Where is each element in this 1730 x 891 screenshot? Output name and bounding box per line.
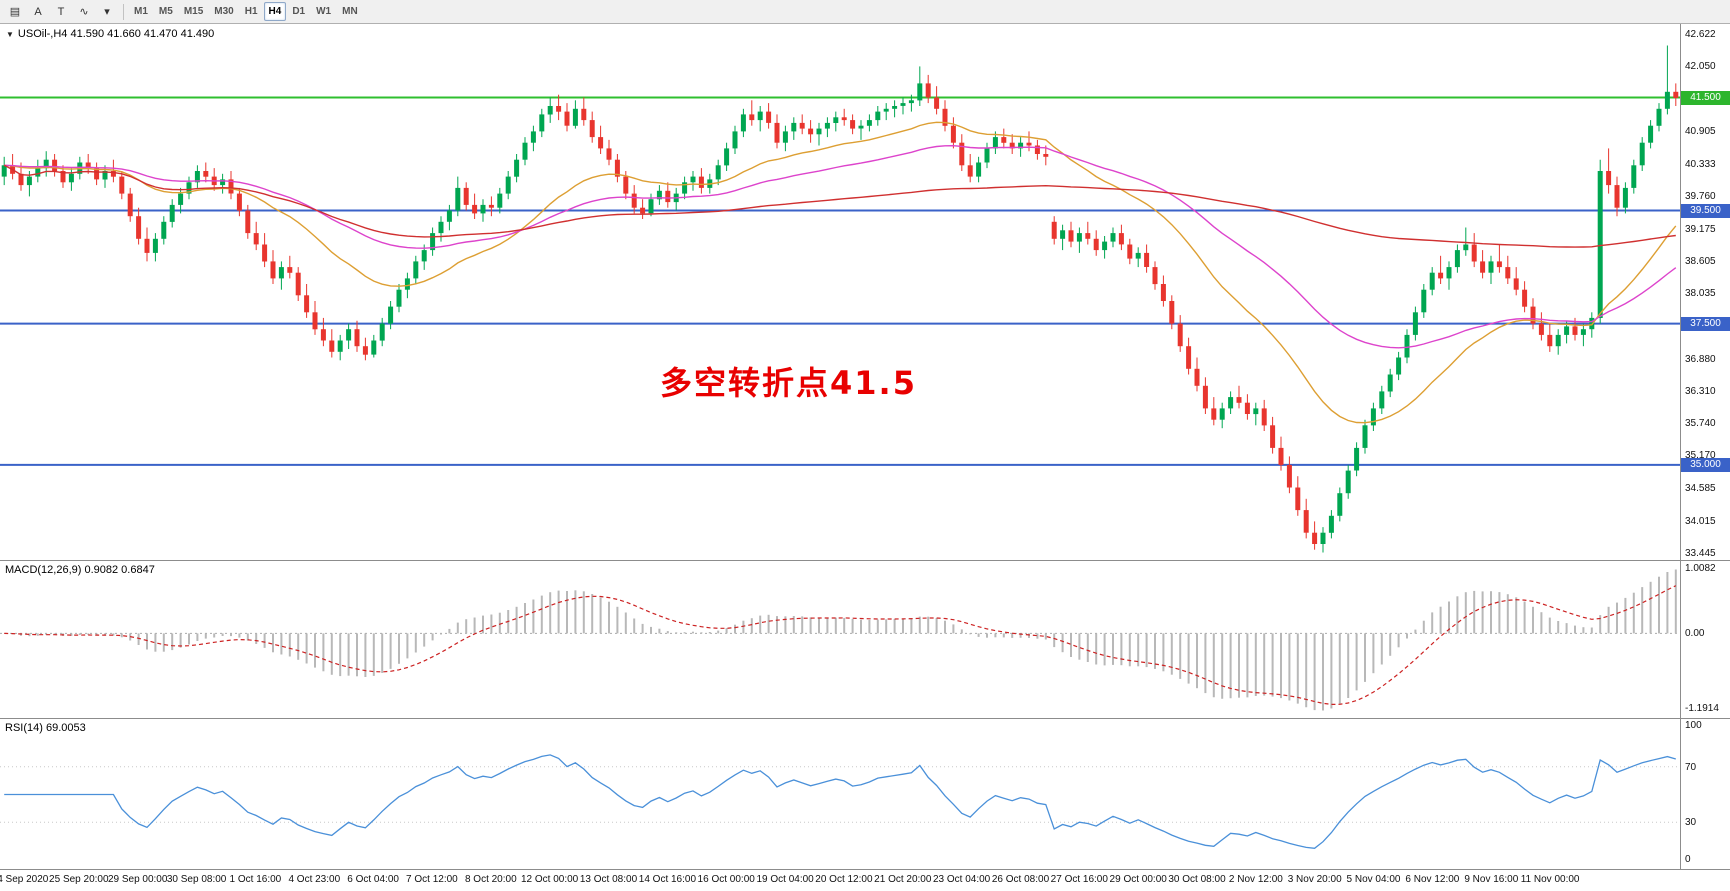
timeframe-button-m30[interactable]: M30 <box>214 6 234 17</box>
time-axis-label: 13 Oct 08:00 <box>579 874 638 885</box>
rsi-axis-label: 30 <box>1685 817 1697 829</box>
macd-axis-label: 0.00 <box>1685 628 1705 640</box>
time-axis-label: 9 Nov 16:00 <box>1464 874 1519 885</box>
toolbar: ▤ A T ∿ ▾ M1 M5 M15 M30 H1 H4 D1 W1 MN <box>0 0 1730 24</box>
macd-axis[interactable]: 1.0082 0.00 -1.1914 <box>1680 561 1730 718</box>
timeframe-button-m1[interactable]: M1 <box>134 6 148 17</box>
chart-window-icon[interactable]: ▤ <box>9 6 21 18</box>
price-axis-label: 39.175 <box>1685 223 1716 235</box>
rsi-panel: RSI(14) 69.0053 100 70 30 0 <box>0 719 1730 870</box>
rsi-chart-canvas[interactable] <box>0 719 1680 870</box>
ma-slow-line <box>3 164 1676 248</box>
macd-axis-label: -1.1914 <box>1685 703 1719 714</box>
macd-histogram <box>11 569 1677 711</box>
timeframe-button-w1[interactable]: W1 <box>316 6 332 17</box>
price-axis-label: 40.333 <box>1685 158 1716 170</box>
time-axis-label: 26 Oct 08:00 <box>991 874 1050 885</box>
time-axis-label: 25 Sep 20:00 <box>49 874 109 885</box>
price-axis-label: 40.905 <box>1685 126 1716 138</box>
time-axis-label: 27 Oct 16:00 <box>1050 874 1108 885</box>
time-axis-label: 14 Oct 16:00 <box>638 874 697 885</box>
time-axis-label: 21 Oct 20:00 <box>874 874 932 885</box>
time-axis-label: 29 Sep 00:00 <box>107 874 168 885</box>
time-axis-label: 6 Oct 04:00 <box>347 874 399 885</box>
time-axis-label: 12 Oct 00:00 <box>520 874 579 885</box>
timeframe-button-mn[interactable]: MN <box>342 6 358 17</box>
price-axis-label: 33.445 <box>1685 547 1716 559</box>
price-axis-badge: 41.500 <box>1681 90 1730 105</box>
candlestick-chart-canvas[interactable] <box>0 24 1680 561</box>
text-tool-button[interactable]: T <box>57 5 65 18</box>
time-axis-label: 30 Oct 08:00 <box>1168 874 1226 885</box>
timeframe-button-d1[interactable]: D1 <box>292 6 306 17</box>
price-axis-label: 39.760 <box>1685 190 1716 202</box>
toolbar-tools-group: ▤ A T ∿ ▾ <box>4 2 118 21</box>
price-axis-label: 42.622 <box>1685 29 1716 41</box>
chart-menu-caret-icon[interactable]: ▼ <box>6 29 14 39</box>
rsi-label: RSI(14) 69.0053 <box>5 722 86 734</box>
rsi-axis-label: 100 <box>1685 720 1702 731</box>
time-axis-label: 29 Oct 00:00 <box>1109 874 1167 885</box>
time-axis-label: 16 Oct 00:00 <box>697 874 755 885</box>
price-chart-panel: ▼ USOil-,H4 41.590 41.660 41.470 41.490 … <box>0 24 1730 561</box>
toolbar-timeframes-group: M1 M5 M15 M30 H1 H4 D1 W1 MN <box>129 2 363 21</box>
toolbar-separator <box>123 3 124 20</box>
price-axis-label: 34.015 <box>1685 515 1716 527</box>
timeframe-button-m5[interactable]: M5 <box>158 6 173 17</box>
price-axis-label: 35.170 <box>1685 450 1716 462</box>
timeframe-button-m15[interactable]: M15 <box>183 6 204 17</box>
macd-panel: MACD(12,26,9) 0.9082 0.6847 1.0082 0.00 -1… <box>0 561 1730 719</box>
dropdown-caret-icon[interactable]: ▾ <box>104 6 110 18</box>
time-axis-label: 23 Oct 04:00 <box>932 874 991 885</box>
time-axis-label: 2 Nov 12:00 <box>1228 874 1283 885</box>
time-axis-label: 8 Oct 20:00 <box>464 874 517 885</box>
rsi-axis[interactable]: 100 70 30 0 <box>1680 719 1730 869</box>
macd-chart-canvas[interactable] <box>0 561 1680 719</box>
cursor-tool-button[interactable]: A <box>34 5 42 18</box>
price-axis-badge: 39.500 <box>1681 203 1730 218</box>
drawing-tool-icon[interactable]: ∿ <box>79 6 89 18</box>
chart-title: ▼ USOil-,H4 41.590 41.660 41.470 41.490 <box>6 28 214 40</box>
macd-signal-line <box>4 585 1677 706</box>
time-axis-label: 6 Nov 12:00 <box>1405 874 1460 885</box>
ma-fast-line <box>4 121 1677 424</box>
price-axis-label: 35.740 <box>1685 418 1716 430</box>
price-axis-label: 38.605 <box>1685 256 1716 268</box>
candlestick-series <box>1 45 1679 553</box>
price-axis[interactable]: 42.622 42.050 40.905 40.333 39.760 39.175 38.6… <box>1680 24 1730 560</box>
time-axis-label: 20 Oct 12:00 <box>815 874 873 885</box>
time-axis-label: 3 Nov 20:00 <box>1287 874 1342 885</box>
rsi-axis-label: 70 <box>1685 761 1697 773</box>
rsi-axis-label: 0 <box>1685 854 1691 865</box>
time-axis-label: 24 Sep 2020 <box>0 874 49 885</box>
price-axis-label: 36.310 <box>1685 385 1716 397</box>
price-axis-badge: 35.000 <box>1681 457 1730 472</box>
time-axis-label: 1 Oct 16:00 <box>229 874 282 885</box>
chart-annotation-text[interactable]: 多空转折点41.5 <box>660 364 917 402</box>
time-axis-label: 5 Nov 04:00 <box>1346 874 1401 885</box>
chart-title-text: USOil-,H4 41.590 41.660 41.470 41.490 <box>17 28 215 40</box>
price-axis-label: 38.035 <box>1685 288 1716 300</box>
price-axis-label: 42.050 <box>1685 61 1716 73</box>
time-axis-label: 19 Oct 04:00 <box>756 874 814 885</box>
time-axis-label: 11 Nov 00:00 <box>1520 874 1580 885</box>
timeframe-button-h1[interactable]: H1 <box>244 6 258 17</box>
rsi-line <box>4 754 1676 849</box>
time-axis-label: 7 Oct 12:00 <box>406 874 458 885</box>
price-axis-label: 36.880 <box>1685 353 1716 365</box>
macd-axis-label: 1.0082 <box>1685 563 1716 574</box>
time-axis-label: 30 Sep 08:00 <box>166 874 227 885</box>
time-axis-label: 4 Oct 23:00 <box>288 874 341 885</box>
chart-area: ▼ USOil-,H4 41.590 41.660 41.470 41.490 … <box>0 24 1730 891</box>
timeframe-button-h4[interactable]: H4 <box>263 2 287 21</box>
macd-label: MACD(12,26,9) 0.9082 0.6847 <box>5 564 155 576</box>
price-axis-badge: 37.500 <box>1681 316 1730 331</box>
price-axis-label: 34.585 <box>1685 483 1716 495</box>
ma-medium-line <box>4 144 1677 349</box>
